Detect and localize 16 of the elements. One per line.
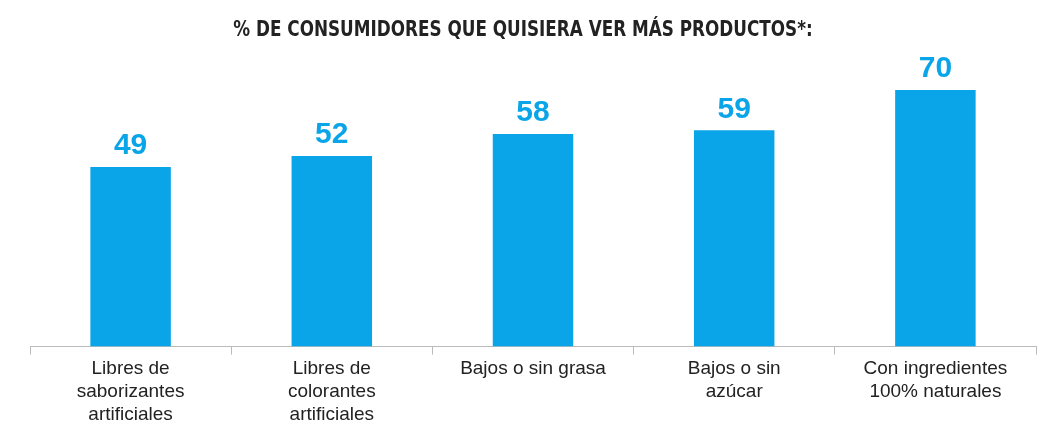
x-tick-label: Bajos o sin azúcar [687,357,781,402]
data-label: 58 [516,94,550,128]
x-tick-label: Con ingredientes 100% naturales [863,357,1008,402]
data-label: 59 [717,90,751,124]
bar [895,90,976,347]
data-label: 52 [315,116,349,150]
bar [693,130,775,347]
chart-title: % DE CONSUMIDORES QUE QUISIERA VER MÁS PRODUCTOS*: [232,15,814,43]
bar [291,155,373,347]
x-tick-label: Libres de colorantes artificiales [287,357,376,424]
data-label: 49 [113,127,148,161]
bar [492,133,574,347]
x-tick-label: Bajos o sin grasa [460,357,607,379]
x-tick-label: Libres de saborizantes artificiales [76,357,185,424]
bar [90,166,171,347]
data-label: 70 [918,50,953,84]
